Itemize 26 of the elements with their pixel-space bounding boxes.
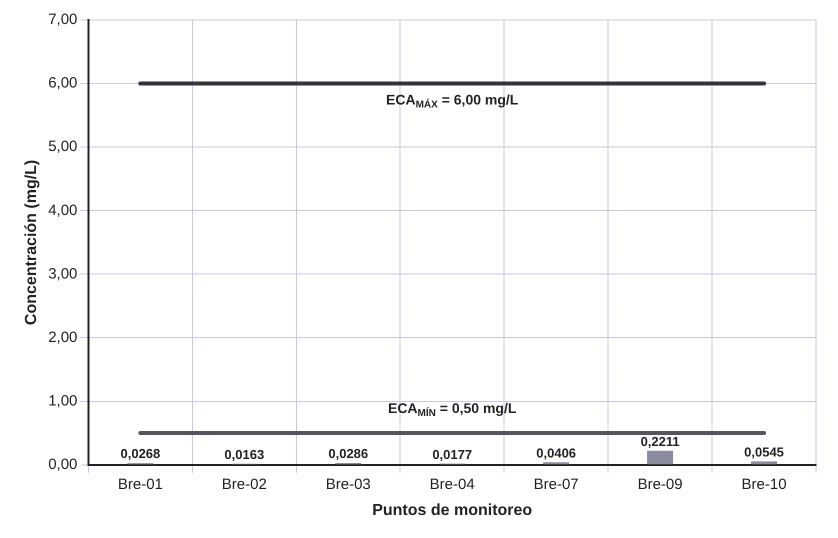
data-label: 0,0163 [224, 446, 264, 462]
x-tick-label: Bre-09 [638, 476, 683, 493]
data-label: 0,0177 [432, 446, 472, 462]
data-label: 0,0406 [536, 445, 576, 460]
y-tick-label: 4,00 [48, 202, 78, 219]
y-tick-label: 7,00 [48, 11, 78, 28]
bar [751, 461, 778, 464]
y-tick-label: 6,00 [48, 74, 78, 92]
x-tick-label: Bre-10 [742, 476, 787, 493]
data-label: 0,0268 [120, 446, 160, 462]
x-tick-label: Bre-02 [222, 476, 267, 493]
y-tick-label: 1,00 [48, 392, 78, 410]
data-label: 0,2211 [640, 434, 680, 449]
y-axis-title: Concentración (mg/L) [23, 160, 40, 326]
y-tick-label: 0,00 [48, 456, 78, 473]
y-tick-label: 2,00 [48, 328, 78, 346]
y-tick-label: 5,00 [48, 138, 78, 156]
y-tick-label: 3,00 [48, 265, 78, 282]
x-tick-label: Bre-04 [430, 476, 475, 493]
x-tick-label: Bre-07 [534, 476, 579, 493]
x-tick-label: Bre-03 [326, 476, 371, 493]
data-label: 0,0286 [328, 446, 368, 462]
data-label: 0,0545 [744, 444, 784, 460]
x-axis-title: Puntos de monitoreo [372, 502, 532, 519]
x-tick-label: Bre-01 [118, 476, 163, 493]
bar [647, 450, 674, 464]
